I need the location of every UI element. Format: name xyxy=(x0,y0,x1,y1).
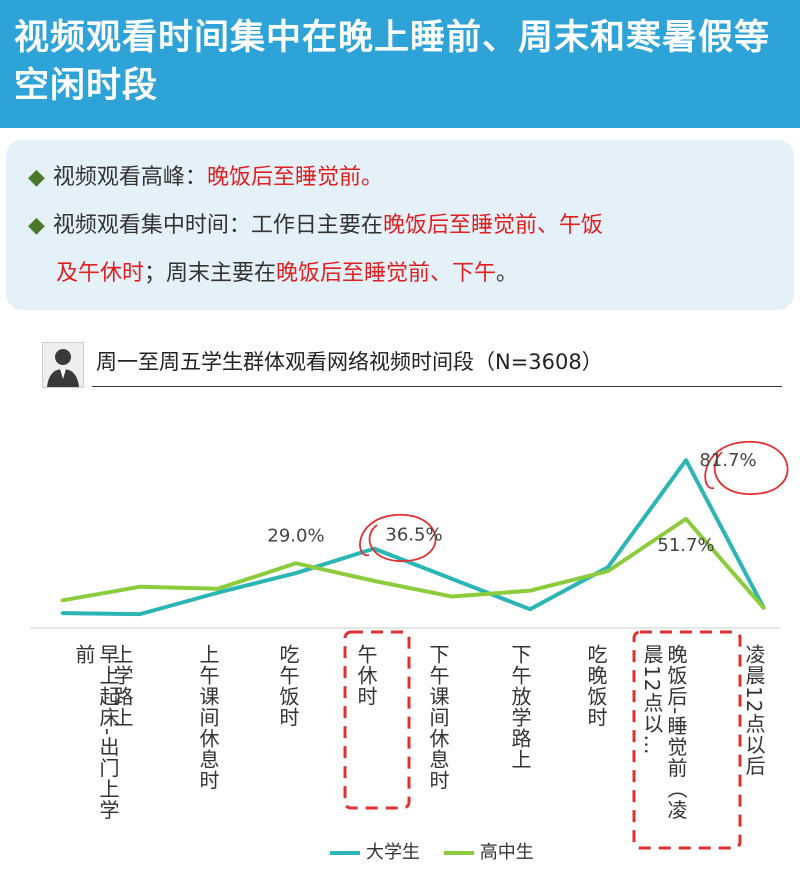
category-label-0: 早上起床-出门上学前 xyxy=(72,644,120,821)
legend-label-highschool: 高中生 xyxy=(479,842,534,863)
data-point-s1-1 xyxy=(138,585,142,589)
series-line-0 xyxy=(61,458,766,617)
highlight-box-1 xyxy=(632,630,742,850)
diamond-bullet-icon: ◆ xyxy=(28,165,45,190)
data-point-s0-0 xyxy=(60,611,64,615)
bullet2-line2-highlight: 及午休时 xyxy=(56,261,145,286)
diamond-bullet-icon: ◆ xyxy=(28,213,45,238)
data-point-s0-2 xyxy=(216,591,220,595)
bullet2-line2-highlight2: 晚饭后至睡觉前、下午 xyxy=(276,261,497,286)
data-point-s1-6 xyxy=(528,589,532,593)
data-label-2: 51.7% xyxy=(657,535,714,556)
data-point-s0-5 xyxy=(450,577,454,581)
legend-item-college: 大学生 xyxy=(330,838,420,864)
data-label-layer: 29.0% 36.5% 51.7% 81.7% xyxy=(267,450,756,556)
data-label-1: 36.5% xyxy=(385,525,442,546)
category-label-1: 上学路上 xyxy=(110,644,134,728)
data-point-s0-3 xyxy=(294,571,298,575)
series-line-1 xyxy=(61,516,766,610)
bullet2-line2-end: 。 xyxy=(496,261,519,286)
page-title: 视频观看时间集中在晚上睡前、周末和寒暑假等空闲时段 xyxy=(14,18,771,106)
data-point-s1-8 xyxy=(684,517,688,521)
chart-header: 周一至周五学生群体观看网络视频时间段（N=3608） xyxy=(42,340,782,388)
category-label-7: 吃晚饭时 xyxy=(584,644,608,728)
summary-box: ◆ 视频观看高峰：晚饭后至睡觉前。 ◆ 视频观看集中时间：工作日主要在晚饭后至睡觉前… xyxy=(6,140,794,310)
category-label-2: 上午课间休息时 xyxy=(196,644,220,791)
bullet1-highlight: 晚饭后至睡觉前。 xyxy=(206,165,383,190)
bullet2-prefix: 视频观看集中时间：工作日主要在 xyxy=(52,213,383,238)
annotation-circle-1 xyxy=(704,441,789,495)
data-label-0: 29.0% xyxy=(267,525,324,546)
data-point-s1-9 xyxy=(762,606,766,610)
category-label-6: 下午放学路上 xyxy=(508,644,532,770)
data-point-s1-3 xyxy=(294,561,298,565)
series-layer xyxy=(60,458,766,617)
data-point-s0-7 xyxy=(606,565,610,569)
legend-swatch-highschool xyxy=(443,851,474,855)
category-label-8: 晚饭后-睡觉前（凌晨12点以… xyxy=(640,644,688,821)
annotation-layer xyxy=(343,441,789,850)
data-point-s1-7 xyxy=(606,569,610,573)
header-bar: 视频观看时间集中在晚上睡前、周末和寒暑假等空闲时段 xyxy=(0,0,800,128)
highlight-box-0 xyxy=(343,630,411,810)
legend-item-highschool: 高中生 xyxy=(443,838,534,864)
legend-label-college: 大学生 xyxy=(366,842,420,863)
summary-bullet-focus-cont: 及午休时；周末主要在晚饭后至睡觉前、下午。 xyxy=(56,254,800,294)
bullet2-line2-mid: ；周末主要在 xyxy=(144,261,277,286)
legend-swatch-college xyxy=(330,851,360,855)
annotation-circle-0 xyxy=(359,514,437,562)
data-point-s1-5 xyxy=(450,595,454,599)
category-label-5: 下午课间休息时 xyxy=(426,644,450,791)
chart-title: 周一至周五学生群体观看网络视频时间段（N=3608） xyxy=(96,350,603,374)
category-label-3: 吃午饭时 xyxy=(276,644,300,728)
data-point-s0-1 xyxy=(138,612,142,616)
user-avatar-icon xyxy=(42,342,84,388)
chart-legend: 大学生 高中生 xyxy=(330,838,552,864)
bullet2-highlight: 晚饭后至睡觉前、午饭 xyxy=(382,213,603,238)
bullet1-prefix: 视频观看高峰： xyxy=(52,165,207,190)
chart-title-underline xyxy=(92,386,782,387)
summary-bullet-peak: ◆ 视频观看高峰：晚饭后至睡觉前。 xyxy=(28,158,788,198)
data-point-s0-6 xyxy=(528,607,532,611)
category-label-4: 午休时 xyxy=(354,644,378,707)
data-point-s1-2 xyxy=(216,587,220,591)
category-label-9: 凌晨12点以后 xyxy=(742,644,766,777)
summary-bullet-focus: ◆ 视频观看集中时间：工作日主要在晚饭后至睡觉前、午饭 xyxy=(28,206,788,246)
data-point-s1-0 xyxy=(60,598,64,602)
data-point-s1-4 xyxy=(372,579,376,583)
data-label-3: 81.7% xyxy=(699,450,756,471)
data-point-s0-8 xyxy=(684,458,688,462)
